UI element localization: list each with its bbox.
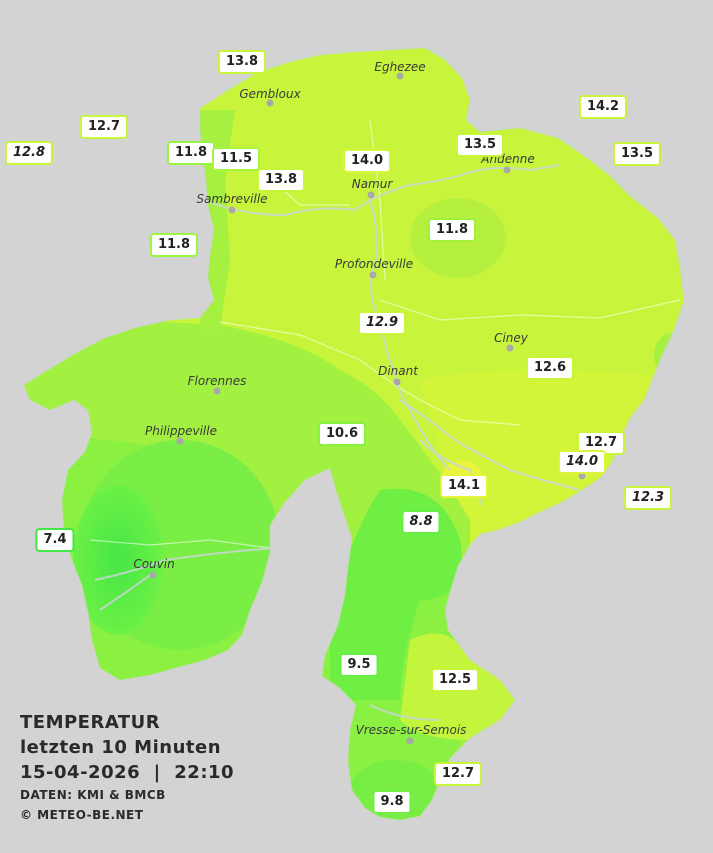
- city-dot-beauraing: [578, 472, 586, 480]
- legend-subtitle: letzten 10 Minuten: [20, 737, 222, 758]
- city-label-philippeville: Philippeville: [145, 424, 217, 438]
- city-dot-profondeville: [369, 271, 377, 279]
- station-label: 12.6: [525, 356, 575, 380]
- city-dot-eghezee: [396, 72, 404, 80]
- station-label: 9.5: [339, 653, 379, 677]
- city-label-couvin: Couvin: [133, 557, 175, 571]
- city-label-dinant: Dinant: [378, 364, 418, 378]
- station-label: 10.6: [317, 422, 367, 446]
- city-dot-dinant: [393, 378, 401, 386]
- station-label: 11.8: [149, 233, 199, 257]
- station-label: 13.5: [612, 142, 662, 166]
- station-label: 13.8: [256, 168, 306, 192]
- map-legend: TEMPERATUR letzten 10 Minuten 15-04-2026…: [20, 710, 234, 825]
- city-label-namur: Namur: [351, 177, 393, 191]
- city-label-sambreville: Sambreville: [196, 192, 268, 206]
- city-dot-ciney: [506, 344, 514, 352]
- station-label: 13.8: [217, 50, 267, 74]
- station-label: 12.8: [4, 141, 54, 165]
- city-label-vresse-sur-semois: Vresse-sur-Semois: [355, 723, 467, 737]
- legend-title: TEMPERATUR: [20, 712, 161, 733]
- city-label-florennes: Florennes: [187, 374, 247, 388]
- station-label: 14.0: [342, 149, 392, 173]
- city-dot-sambreville: [228, 206, 236, 214]
- station-label: 14.0: [557, 450, 607, 474]
- city-dot-couvin: [149, 571, 157, 579]
- legend-copyright: © METEO-BE.NET: [20, 808, 144, 822]
- station-label: 12.7: [433, 762, 483, 786]
- city-dot-andenne: [503, 166, 511, 174]
- city-label-profondeville: Profondeville: [334, 257, 414, 271]
- station-label: 12.7: [79, 115, 129, 139]
- station-label: 7.4: [35, 528, 75, 552]
- station-label: 14.2: [578, 95, 628, 119]
- station-label: 9.8: [372, 790, 412, 814]
- city-label-gembloux: Gembloux: [239, 87, 301, 101]
- station-label: 11.5: [211, 147, 261, 171]
- station-label: 12.5: [430, 668, 480, 692]
- city-dot-florennes: [213, 387, 221, 395]
- station-label: 11.8: [166, 141, 216, 165]
- city-dot-vresse-sur-semois: [406, 737, 414, 745]
- station-label: 12.3: [623, 486, 673, 510]
- station-label: 11.8: [427, 218, 477, 242]
- legend-source: DATEN: KMI & BMCB: [20, 788, 166, 802]
- city-label-eghezee: Eghezee: [374, 60, 426, 74]
- station-label: 8.8: [401, 510, 441, 534]
- legend-datetime: 15-04-2026 | 22:10: [20, 762, 235, 783]
- station-label: 13.5: [455, 133, 505, 157]
- station-label: 12.9: [357, 311, 407, 335]
- station-label: 14.1: [439, 474, 489, 498]
- city-dot-philippeville: [176, 437, 184, 445]
- city-dot-gembloux: [266, 99, 274, 107]
- city-label-ciney: Ciney: [494, 331, 528, 345]
- city-dot-namur: [367, 191, 375, 199]
